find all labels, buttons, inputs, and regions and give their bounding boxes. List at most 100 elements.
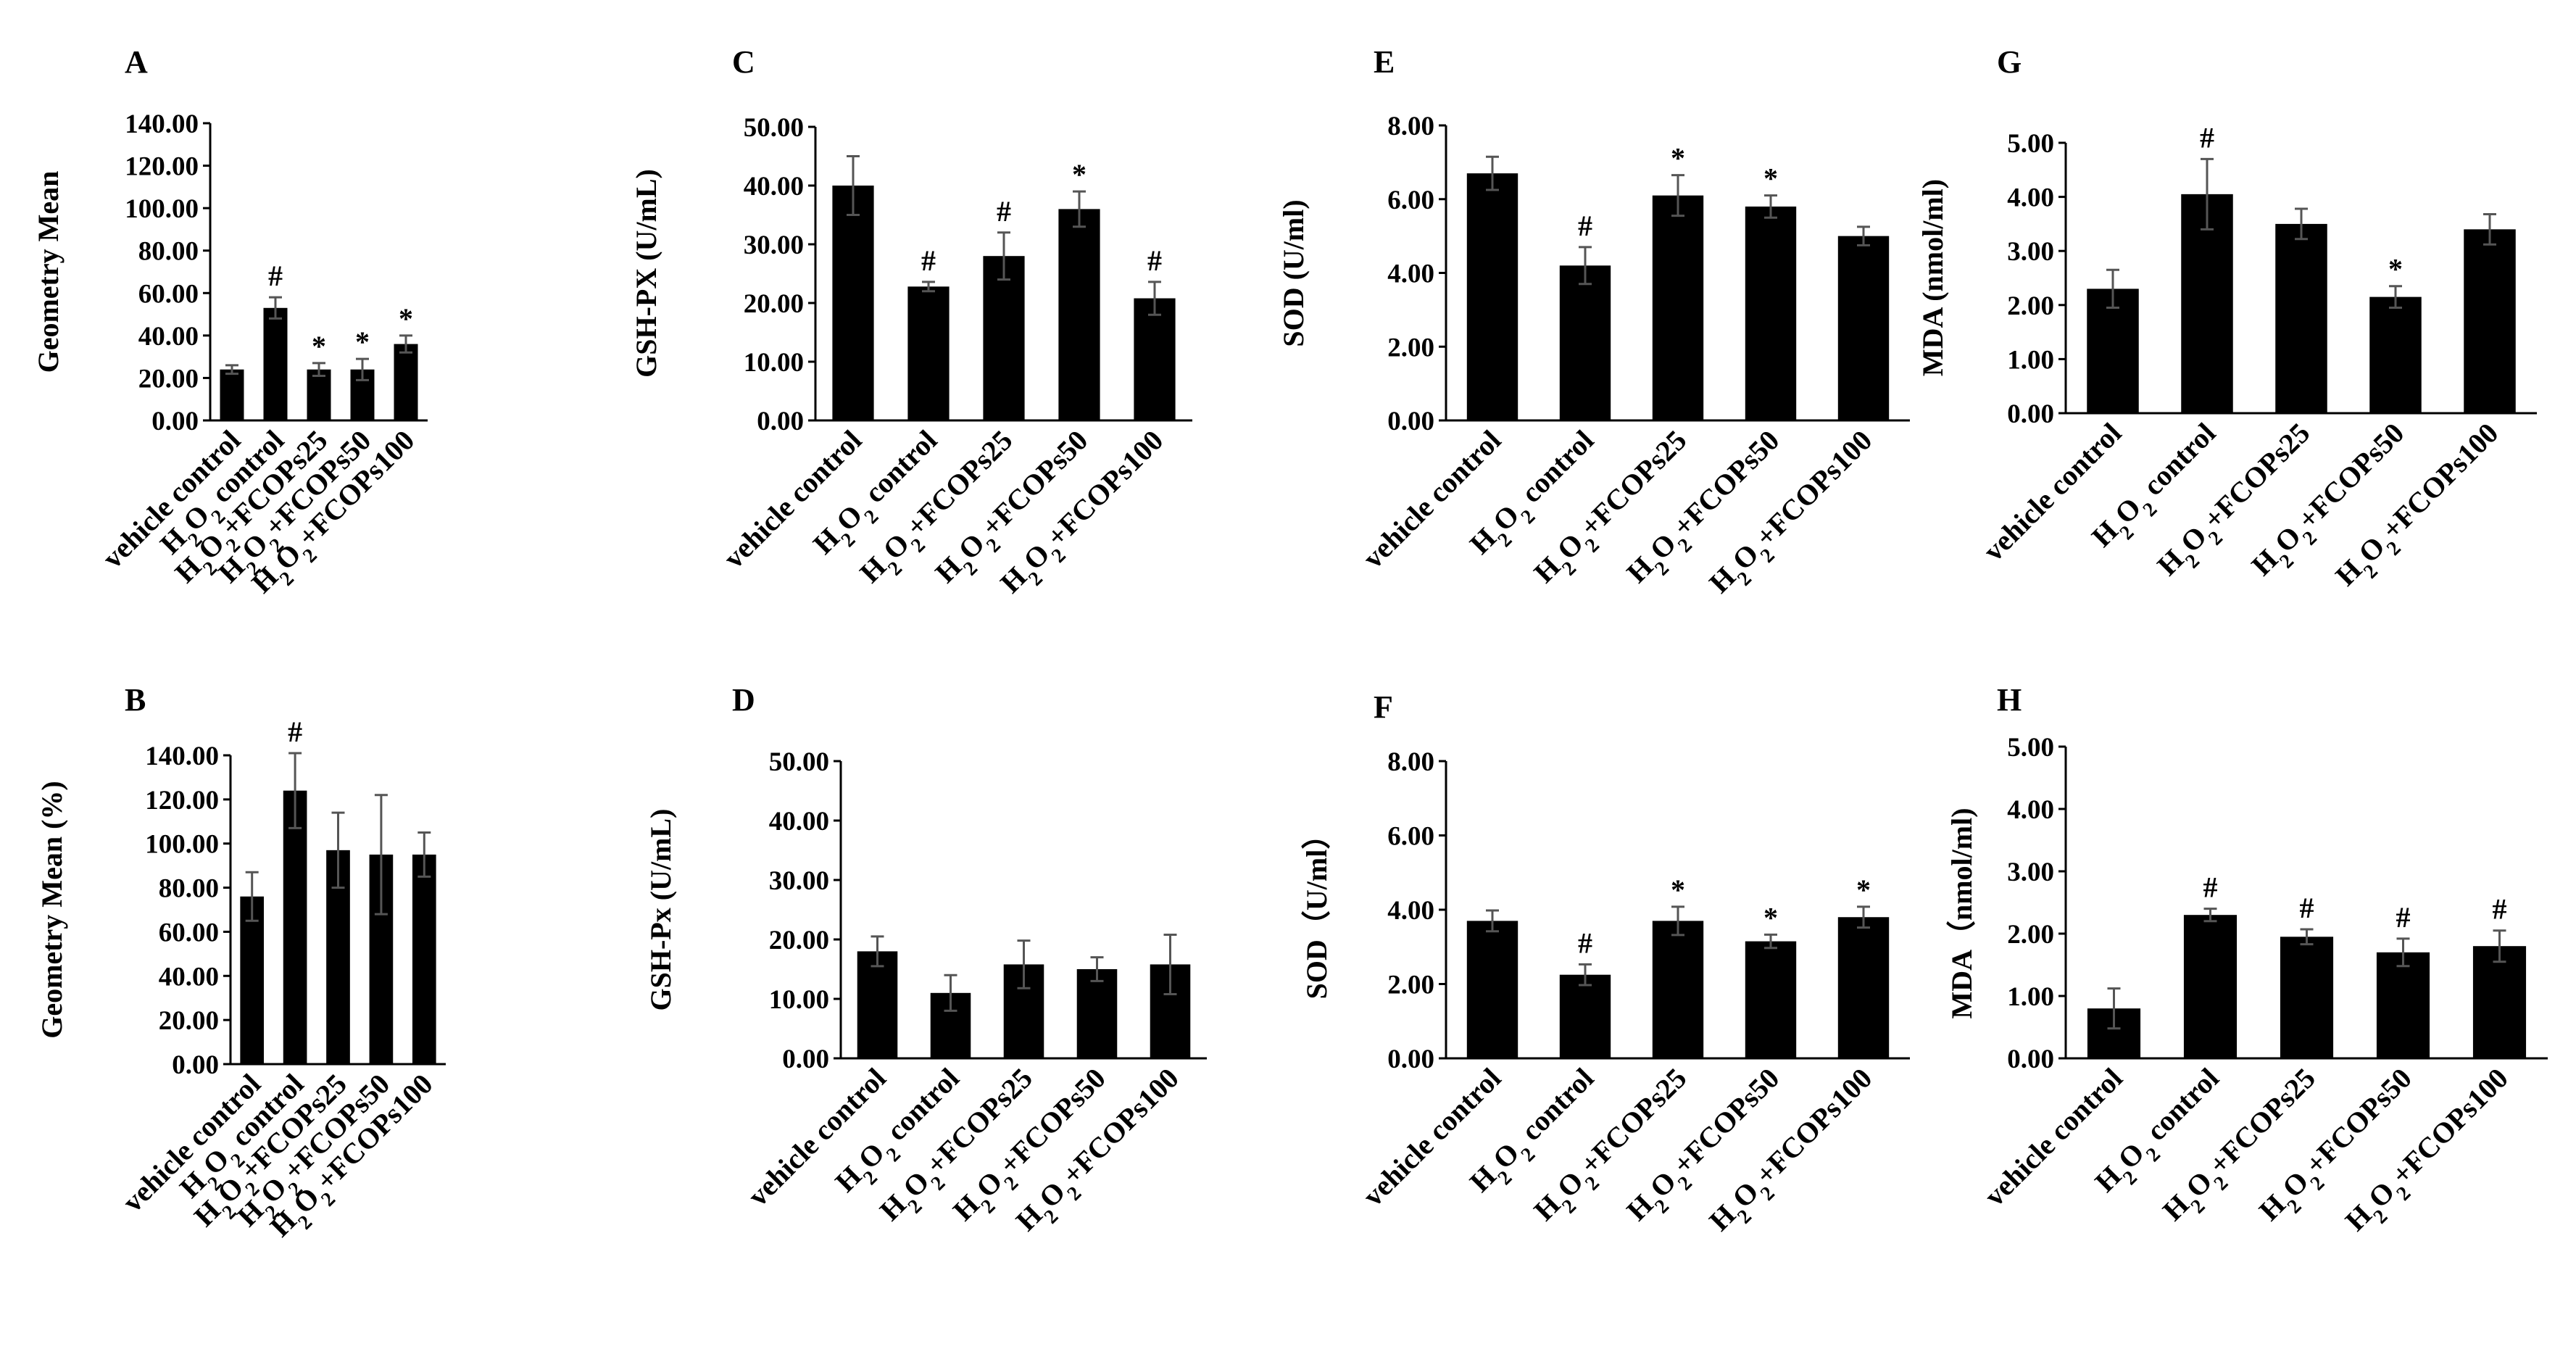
- significance-hash: #: [1578, 926, 1592, 959]
- significance-star: *: [312, 330, 326, 362]
- bar: [1745, 941, 1797, 1058]
- significance-star: *: [1763, 162, 1778, 195]
- bar: [983, 256, 1025, 420]
- y-tick-label: 10.00: [744, 348, 804, 378]
- bar: [1134, 298, 1176, 420]
- y-axis-title: GSH-Px (U/mL): [644, 809, 677, 1011]
- significance-star: *: [1072, 158, 1087, 191]
- y-tick-label: 3.00: [2007, 237, 2054, 267]
- bar: [1745, 206, 1797, 420]
- bar: [283, 790, 307, 1064]
- bar: [2376, 952, 2430, 1058]
- panel-letter: F: [1374, 689, 1393, 725]
- y-axis-title: Geometry Mean: [32, 171, 65, 373]
- significance-hash: #: [2396, 901, 2411, 934]
- y-tick-label: 0.00: [757, 407, 804, 436]
- y-tick-label: 8.00: [1387, 112, 1434, 141]
- significance-hash: #: [2203, 871, 2218, 904]
- y-axis-title: MDA（nmol/ml): [1945, 808, 1978, 1018]
- y-tick-label: 5.00: [2007, 733, 2054, 763]
- y-tick-label: 20.00: [138, 364, 199, 394]
- bar: [1076, 969, 1118, 1058]
- y-tick-label: 0.00: [2007, 1045, 2054, 1074]
- significance-star: *: [1763, 901, 1778, 934]
- chart-panel-d: D GSH-Px (U/mL) 0.00 10.00 20.00 30.00 40.00 50…: [644, 682, 1207, 1244]
- y-tick-label: 0.00: [2007, 399, 2054, 429]
- significance-hash: #: [2493, 893, 2507, 926]
- significance-hash: #: [268, 260, 283, 292]
- y-tick-label: 50.00: [769, 747, 829, 777]
- significance-star: *: [2388, 253, 2403, 286]
- bar: [2183, 915, 2238, 1058]
- y-axis-title: GSH-PX (U/mL): [630, 169, 662, 378]
- y-tick-label: 60.00: [138, 279, 199, 309]
- panel-letter: G: [1997, 44, 2022, 80]
- chart-panel-c: C GSH-PX (U/mL) 0.00 10.00 20.00 30.00 40.00 50…: [630, 44, 1192, 606]
- bar: [907, 286, 950, 420]
- x-tick-label: vehicle control: [741, 1062, 892, 1213]
- significance-hash: #: [2200, 121, 2214, 154]
- y-axis-title: MDA (nmol/ml): [1916, 179, 1949, 376]
- y-tick-label: 2.00: [2007, 920, 2054, 950]
- y-tick-label: 20.00: [744, 289, 804, 319]
- y-tick-label: 140.00: [125, 109, 199, 139]
- panel-letter: B: [125, 682, 146, 718]
- y-tick-label: 0.00: [1387, 1045, 1434, 1074]
- significance-hash: #: [1147, 244, 1162, 277]
- significance-hash: #: [288, 715, 302, 748]
- significance-star: *: [1671, 142, 1685, 175]
- y-tick-label: 8.00: [1387, 747, 1434, 777]
- bar: [1058, 209, 1100, 420]
- y-tick-label: 4.00: [1387, 260, 1434, 289]
- bar: [857, 951, 898, 1058]
- bar: [2472, 946, 2527, 1058]
- x-tick-label: H2O2+FCOPs100: [2329, 417, 2511, 599]
- y-tick-label: 0.00: [1387, 407, 1434, 436]
- bar: [240, 896, 265, 1064]
- y-tick-label: 40.00: [159, 962, 219, 992]
- bar: [2181, 194, 2233, 413]
- y-tick-label: 100.00: [125, 194, 199, 224]
- bar: [832, 186, 874, 420]
- bar: [2464, 229, 2516, 413]
- bar: [1652, 921, 1704, 1058]
- significance-star: *: [1671, 873, 1685, 906]
- bar: [394, 344, 418, 420]
- bar: [2275, 223, 2327, 413]
- y-tick-label: 3.00: [2007, 858, 2054, 887]
- y-tick-label: 5.00: [2007, 129, 2054, 159]
- bar: [263, 307, 288, 420]
- y-axis-title: SOD（U/ml）: [1300, 821, 1333, 1000]
- bar: [1559, 265, 1611, 420]
- bar: [220, 369, 244, 420]
- bar: [1837, 917, 1890, 1058]
- bar: [1466, 173, 1518, 420]
- significance-star: *: [1856, 873, 1871, 906]
- y-axis-title: Geometry Mean (%): [36, 781, 68, 1038]
- x-tick-label: H2O2+FCOPs100: [1703, 1062, 1885, 1245]
- y-tick-label: 10.00: [769, 985, 829, 1015]
- bar: [2369, 296, 2422, 413]
- x-tick-label: H2O2+FCOPs100: [1703, 424, 1885, 607]
- y-tick-label: 140.00: [145, 742, 219, 771]
- y-tick-label: 4.00: [2007, 183, 2054, 213]
- y-tick-label: 6.00: [1387, 822, 1434, 852]
- chart-panel-h: HMDA（nmol/ml)0.001.002.003.004.005.00veh…: [1945, 682, 2548, 1244]
- x-tick-label: H2O2+FCOPs100: [2339, 1062, 2522, 1245]
- panel-letter: E: [1374, 44, 1395, 80]
- y-tick-label: 40.00: [769, 807, 829, 837]
- bar: [1466, 921, 1518, 1058]
- y-tick-label: 50.00: [744, 113, 804, 143]
- significance-hash: #: [1578, 209, 1592, 242]
- y-axis-title: SOD (U/ml): [1277, 199, 1310, 346]
- y-tick-label: 30.00: [744, 231, 804, 260]
- bar: [307, 369, 331, 420]
- y-tick-label: 1.00: [2007, 345, 2054, 375]
- y-tick-label: 0.00: [782, 1045, 829, 1074]
- y-tick-label: 30.00: [769, 866, 829, 896]
- y-tick-label: 1.00: [2007, 982, 2054, 1012]
